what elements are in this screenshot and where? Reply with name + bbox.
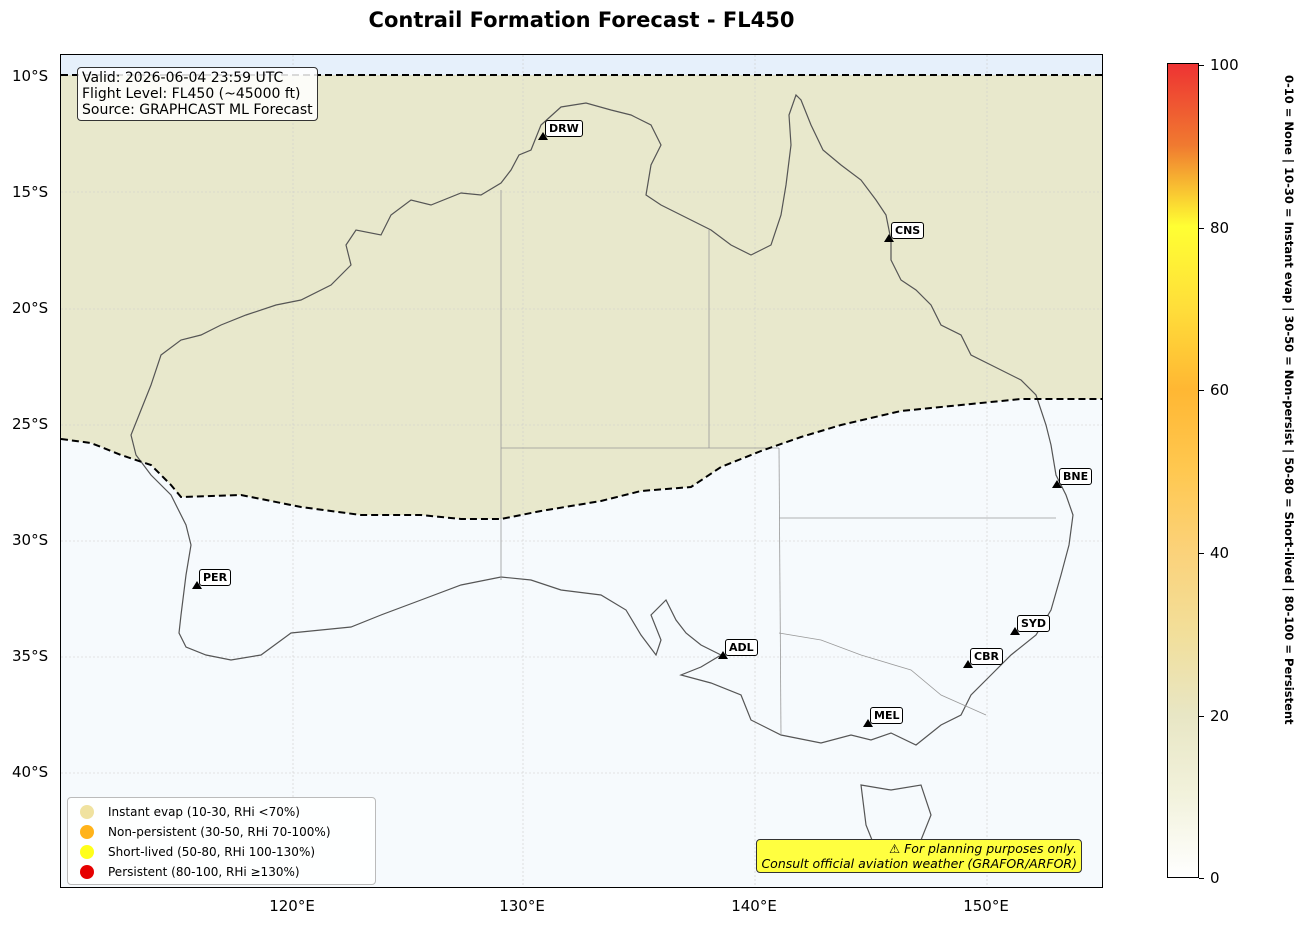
warning-line: ⚠ For planning purposes only. — [889, 841, 1077, 856]
map-canvas — [61, 55, 1102, 887]
x-tick-label: 150°E — [963, 897, 1009, 915]
airport-marker-icon — [884, 234, 894, 242]
data-source: Source: GRAPHCAST ML Forecast — [82, 102, 313, 118]
colorbar-tick: 60 — [1198, 381, 1230, 399]
legend: Instant evap (10-30, RHi <70%) Non-persi… — [67, 797, 376, 885]
y-tick-label: 25°S — [12, 415, 49, 433]
graticule — [61, 55, 1102, 887]
y-tick-label: 20°S — [12, 299, 49, 317]
airport-marker-icon — [538, 132, 548, 140]
airport-marker-icon — [863, 719, 873, 727]
legend-label: Instant evap (10-30, RHi <70%) — [108, 805, 300, 819]
city-label: DRW — [545, 120, 583, 137]
colorbar-label: 0-10 = None | 10-30 = Instant evap | 30-… — [1282, 75, 1296, 725]
airport-marker-icon — [963, 660, 973, 668]
x-tick-label: 130°E — [499, 897, 545, 915]
airport-marker-icon — [1052, 480, 1062, 488]
colorbar-tick: 0 — [1199, 869, 1220, 887]
y-tick-label: 15°S — [12, 183, 49, 201]
legend-item: Short-lived (50-80, RHi 100-130%) — [74, 842, 369, 862]
map-frame[interactable]: Valid: 2026-06-04 23:59 UTC Flight Level… — [60, 54, 1103, 888]
legend-label: Persistent (80-100, RHi ≥130%) — [108, 865, 300, 879]
flight-level: Flight Level: FL450 (~45000 ft) — [82, 86, 301, 102]
x-tick-label: 120°E — [269, 897, 315, 915]
colorbar-tick: 80 — [1198, 219, 1230, 237]
y-tick-label: 10°S — [12, 67, 49, 85]
colorbar-tick: 40 — [1198, 544, 1230, 562]
y-tick-label: 35°S — [12, 647, 49, 665]
colorbar-tick: 100 — [1199, 56, 1239, 74]
city-label: SYD — [1017, 615, 1051, 632]
australia-coast — [130, 93, 1074, 746]
forecast-info-box: Valid: 2026-06-04 23:59 UTC Flight Level… — [77, 67, 318, 121]
city-label: CBR — [970, 648, 1003, 665]
legend-dot-icon — [80, 825, 94, 839]
city-label: MEL — [870, 707, 904, 724]
instant-evap-zone — [61, 75, 1102, 519]
planning-warning: ⚠ For planning purposes only. Consult of… — [756, 839, 1082, 873]
legend-dot-icon — [80, 805, 94, 819]
valid-time: Valid: 2026-06-04 23:59 UTC — [82, 70, 284, 86]
legend-dot-icon — [80, 845, 94, 859]
southern-contour — [61, 398, 1102, 520]
city-label: BNE — [1059, 468, 1093, 485]
city-label: ADL — [725, 639, 758, 656]
legend-item: Non-persistent (30-50, RHi 70-100%) — [74, 822, 369, 842]
colorbar — [1167, 63, 1199, 878]
city-label: CNS — [891, 222, 925, 239]
chart-title: Contrail Formation Forecast - FL450 — [368, 8, 795, 32]
colorbar-tick: 20 — [1198, 707, 1230, 725]
airport-marker-icon — [1010, 627, 1020, 635]
legend-item: Persistent (80-100, RHi ≥130%) — [74, 862, 369, 882]
legend-dot-icon — [80, 865, 94, 879]
warning-line: Consult official aviation weather (GRAFO… — [761, 856, 1077, 871]
colorbar-label-wrap: 0-10 = None | 10-30 = Instant evap | 30-… — [1282, 75, 1296, 870]
airport-marker-icon — [718, 651, 728, 659]
airport-marker-icon — [192, 581, 202, 589]
y-tick-label: 40°S — [12, 763, 49, 781]
state-borders — [500, 190, 1056, 736]
y-tick-label: 30°S — [12, 531, 49, 549]
legend-label: Short-lived (50-80, RHi 100-130%) — [108, 845, 316, 859]
legend-label: Non-persistent (30-50, RHi 70-100%) — [108, 825, 331, 839]
x-tick-label: 140°E — [731, 897, 777, 915]
top-zone — [61, 55, 1102, 75]
city-label: PER — [199, 569, 232, 586]
legend-item: Instant evap (10-30, RHi <70%) — [74, 802, 369, 822]
